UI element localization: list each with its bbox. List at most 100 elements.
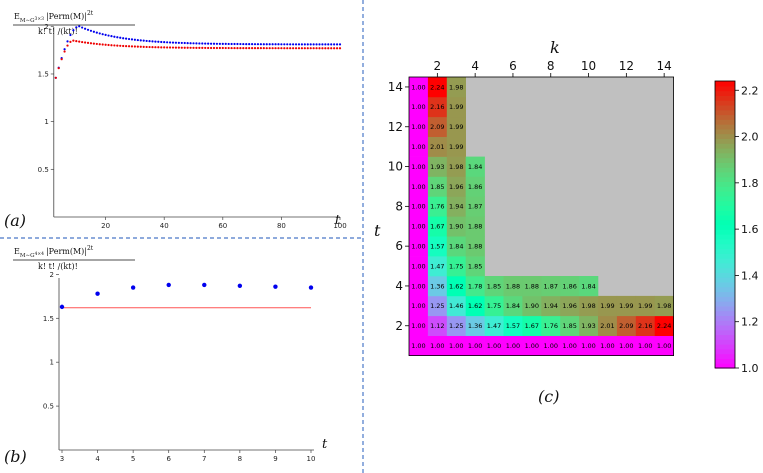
colorbar-segment <box>715 114 735 120</box>
colorbar-segment <box>715 262 735 269</box>
heatmap-cell-label: 1.00 <box>411 183 425 191</box>
panel-a-point-series-1 <box>168 46 172 49</box>
panel-a-point-series-1 <box>297 47 301 50</box>
colorbar-segment <box>715 267 735 273</box>
heatmap-cell-label: 1.00 <box>411 223 425 231</box>
colorbar-tick-label: 2.2 <box>741 84 759 97</box>
panel-a-point-series-0 <box>280 43 283 46</box>
heatmap-cell-label: 1.12 <box>430 322 444 330</box>
panel-a-point-series-1 <box>338 47 342 50</box>
panel-a-point-series-1 <box>233 46 236 50</box>
heatmap-ytick-label: 6 <box>395 239 403 253</box>
colorbar-segment <box>715 124 735 130</box>
panel-a-point-series-0 <box>122 37 125 40</box>
heatmap-cell <box>409 236 429 257</box>
colorbar-segment <box>715 324 735 331</box>
heatmap-cell-label: 1.93 <box>430 163 444 171</box>
panel-a-point-series-0 <box>192 42 195 45</box>
colorbar-segment <box>715 200 735 206</box>
colorbar-segment <box>715 181 735 187</box>
colorbar-segment <box>715 344 735 350</box>
panel-a-xlabel: t <box>335 213 341 228</box>
panel-a-point-series-0 <box>127 37 131 41</box>
heatmap-cell <box>522 315 542 336</box>
panel-a-point-series-1 <box>66 44 69 47</box>
heatmap-cell <box>560 335 580 356</box>
panel-a-point-series-0 <box>69 33 72 37</box>
panel-a-point-series-1 <box>151 46 154 49</box>
heatmap-cell-label: 1.86 <box>562 282 576 290</box>
heatmap-ytick-label: 4 <box>395 279 403 293</box>
panel-a-point-series-1 <box>207 46 210 50</box>
panel-a-point-series-0 <box>163 41 166 44</box>
heatmap-cell-label: 1.25 <box>449 322 463 330</box>
panel-a-point-series-1 <box>218 46 221 50</box>
colorbar-tick-label: 2.0 <box>741 131 759 144</box>
panel-a-point-series-0 <box>107 34 110 37</box>
panel-b-xtick-label: 8 <box>238 455 242 463</box>
panel-b-ytick-label: 2 <box>50 271 54 279</box>
heatmap-cell <box>654 295 674 317</box>
panel-a-point-series-1 <box>195 46 198 49</box>
colorbar-segment <box>715 109 735 116</box>
colorbar-segment <box>715 339 735 345</box>
heatmap-cell <box>503 335 523 356</box>
heatmap-cell <box>427 236 448 257</box>
panel-a-point-series-1 <box>119 44 122 47</box>
colorbar-segment <box>715 310 735 316</box>
heatmap-cell <box>446 256 466 277</box>
panel-a-point-series-1 <box>63 50 66 53</box>
panel-a-point-series-1 <box>78 40 81 43</box>
panel-b: EM∼G4×4 |Perm(M)|2t k! t! /(kt)! 0.5 1 1.5 2… <box>4 245 328 466</box>
panel-a-point-series-1 <box>54 76 57 79</box>
heatmap-cell <box>409 176 429 197</box>
heatmap-cell <box>522 295 542 317</box>
heatmap-cell-label: 1.84 <box>506 302 520 310</box>
colorbar-segment <box>715 128 735 135</box>
panel-a-point-series-0 <box>201 42 204 45</box>
panel-c-heatmap: 1.00 1.00 1.00 1.00 1.00 1.00 1.00 1.00 1.00 1.00… <box>388 59 675 357</box>
heatmap-cell <box>427 96 448 118</box>
heatmap-cell <box>446 156 466 177</box>
heatmap-cell-label: 1.00 <box>506 342 520 350</box>
heatmap-cell-label: 1.88 <box>506 282 520 290</box>
heatmap-cell-label: 1.96 <box>449 183 463 191</box>
heatmap-cell-label: 1.00 <box>619 342 633 350</box>
heatmap-cell <box>409 216 429 237</box>
panel-a-point-series-1 <box>268 47 271 50</box>
panel-b-label: (b) <box>4 447 27 466</box>
svg-text:EM∼G4×4|Perm(M)|2t: EM∼G4×4 |Perm(M)|2t <box>14 245 94 259</box>
heatmap-cell-label: 1.99 <box>449 143 463 151</box>
panel-a-point-series-0 <box>154 40 157 43</box>
panel-a-point-series-1 <box>192 46 195 49</box>
panel-b-ytick-label: 1.5 <box>43 315 54 323</box>
panel-a-point-series-0 <box>253 43 257 46</box>
panel-a-point-series-1 <box>204 46 207 50</box>
heatmap-cell <box>579 276 599 297</box>
panel-a-point-series-0 <box>89 29 93 32</box>
panel-b-xtick-label: 6 <box>166 455 171 463</box>
heatmap-cell-label: 1.00 <box>638 342 652 350</box>
colorbar-segment <box>715 296 735 302</box>
colorbar-segment <box>715 162 735 168</box>
panel-a-point-series-1 <box>318 47 321 50</box>
panel-a-point-series-0 <box>300 43 304 46</box>
panel-a-point-series-0 <box>338 43 342 46</box>
heatmap-cell <box>503 295 523 317</box>
panel-a-point-series-0 <box>183 41 186 45</box>
heatmap-cell-label: 1.93 <box>581 322 595 330</box>
colorbar-segment <box>715 286 735 293</box>
colorbar-segment <box>715 234 735 240</box>
heatmap-cell <box>409 156 429 177</box>
panel-a-point-series-0 <box>174 41 178 44</box>
colorbar-segment <box>715 238 735 245</box>
heatmap-cell <box>541 276 561 297</box>
panel-a-point-series-1 <box>86 41 90 44</box>
heatmap-cell <box>598 295 618 317</box>
panel-a-point-series-0 <box>78 25 81 28</box>
panel-a-point-series-0 <box>160 40 163 44</box>
heatmap-cell <box>579 315 599 336</box>
panel-a-point-series-0 <box>125 37 128 40</box>
heatmap-cell-label: 1.75 <box>449 262 463 270</box>
panel-a-point-series-1 <box>312 47 315 50</box>
